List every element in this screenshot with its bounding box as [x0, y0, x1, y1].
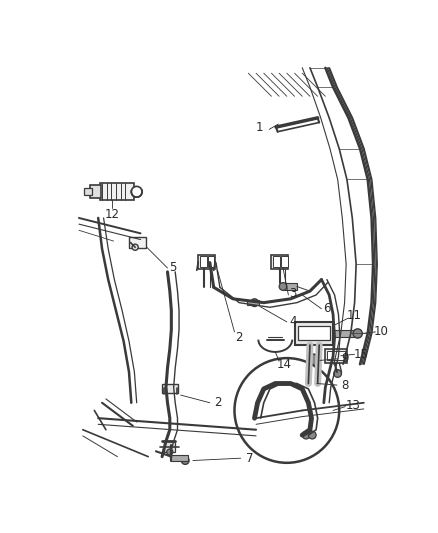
Circle shape — [279, 282, 287, 290]
Text: 2: 2 — [214, 396, 221, 409]
Bar — [282, 256, 288, 267]
Bar — [91, 185, 101, 198]
Bar — [294, 322, 333, 345]
Circle shape — [334, 370, 342, 377]
Text: 4: 4 — [289, 316, 297, 328]
Circle shape — [132, 244, 138, 251]
Circle shape — [234, 358, 339, 463]
Circle shape — [353, 329, 362, 338]
Bar — [164, 441, 175, 452]
Bar — [333, 329, 356, 337]
Bar — [273, 256, 280, 267]
Bar — [129, 237, 146, 248]
Bar — [327, 351, 346, 360]
Circle shape — [131, 187, 142, 197]
Bar — [325, 349, 347, 363]
Text: 14: 14 — [277, 358, 292, 371]
Bar — [100, 183, 134, 200]
Bar — [208, 256, 215, 267]
Bar — [272, 255, 288, 269]
Text: 7: 7 — [246, 451, 254, 465]
Bar — [162, 384, 177, 393]
Circle shape — [181, 457, 189, 464]
Text: 10: 10 — [373, 326, 388, 338]
Bar — [200, 256, 207, 267]
Text: 12: 12 — [105, 208, 120, 221]
Text: 2: 2 — [235, 331, 243, 344]
Text: 9: 9 — [341, 352, 348, 365]
Bar — [247, 301, 259, 305]
Circle shape — [251, 299, 258, 306]
Circle shape — [302, 431, 310, 439]
Text: 6: 6 — [323, 302, 331, 316]
Bar — [298, 326, 330, 340]
Circle shape — [307, 354, 320, 367]
Text: 1: 1 — [256, 122, 264, 134]
Circle shape — [167, 449, 173, 455]
Bar — [85, 188, 92, 195]
Circle shape — [306, 378, 317, 389]
Text: 8: 8 — [341, 378, 348, 392]
Text: 5: 5 — [169, 261, 177, 274]
Bar — [283, 284, 297, 289]
Bar — [198, 255, 215, 269]
Text: 11: 11 — [347, 309, 362, 322]
Circle shape — [308, 431, 316, 439]
Text: 3: 3 — [290, 287, 297, 300]
Text: 15: 15 — [354, 348, 369, 361]
Text: 13: 13 — [346, 399, 360, 411]
Bar — [171, 455, 188, 461]
